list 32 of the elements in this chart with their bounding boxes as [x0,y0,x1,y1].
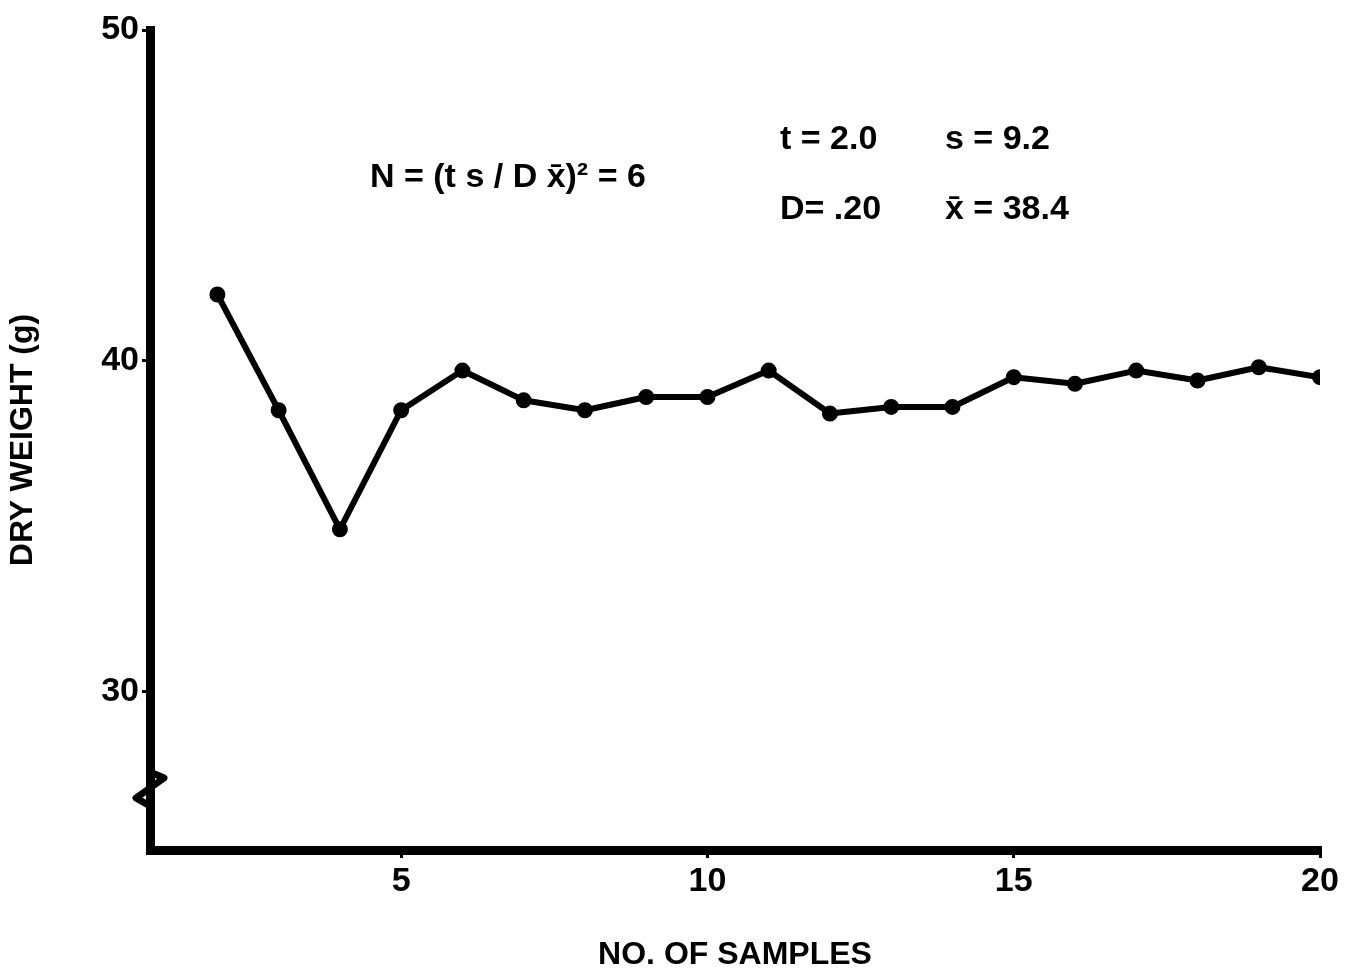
point [1066,375,1083,392]
annotation: D= .20 [780,188,882,227]
point [883,398,900,415]
point [760,362,777,379]
x-tick-label: 20 [1301,859,1339,898]
point [1250,359,1267,376]
y-tick-label: 50 [101,8,139,47]
point [1005,369,1022,386]
point [821,405,838,422]
point [393,402,410,419]
y-axis-title: DRY WEIGHT (g) [3,313,40,567]
y-tick-label: 40 [101,339,139,378]
annotation: x̄ = 38.4 [945,188,1069,227]
point [209,286,226,303]
point [576,402,593,419]
point [331,521,348,538]
point [454,362,471,379]
x-tick-label: 5 [391,859,411,898]
annotation: s = 9.2 [945,118,1050,157]
point [944,398,961,415]
annotation: N = (t s / D x̄)² = 6 [370,156,646,195]
y-tick-label: 30 [101,669,139,708]
x-tick-label: 15 [994,859,1033,898]
point [270,402,287,419]
x-axis-title: NO. OF SAMPLES [598,934,872,971]
point [1189,372,1206,389]
x-tick-label: 10 [688,859,727,898]
annotation: t = 2.0 [780,118,878,157]
point [515,392,532,409]
point [638,389,655,406]
point [699,389,716,406]
point [1128,362,1145,379]
